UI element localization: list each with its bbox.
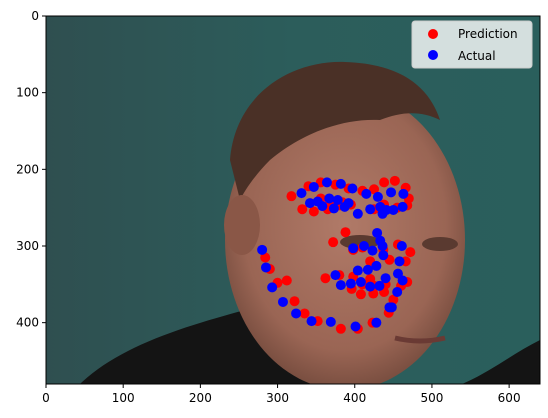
actual-point [386,187,397,198]
prediction-point [389,175,400,186]
prediction-point [388,294,399,305]
legend-box [411,20,533,69]
actual-point [348,243,359,254]
actual-point [380,273,391,284]
actual-point [325,316,336,327]
actual-point [277,296,288,307]
prediction-point [379,177,390,188]
y-tick-label: 200 [16,162,39,176]
actual-point [324,193,335,204]
actual-point [345,278,356,289]
actual-point [306,316,317,327]
actual-point [332,195,343,205]
actual-point [371,260,382,271]
y-tick-label: 300 [16,239,39,253]
actual-point [359,241,370,251]
actual-point [296,188,307,199]
prediction-point [320,273,331,284]
actual-point [365,281,376,292]
actual-point [397,275,408,286]
actual-point [378,250,389,261]
prediction-point [286,191,297,202]
x-tick-label: 300 [266,391,289,405]
actual-point [321,177,332,188]
actual-point [361,188,372,199]
actual-point [350,321,361,332]
actual-point [374,280,385,291]
actual-point [367,245,378,256]
prediction-point [281,275,292,286]
actual-point [291,308,302,319]
y-tick-label: 0 [31,9,39,23]
actual-point [371,317,382,328]
actual-point [396,241,407,251]
actual-point [328,203,339,214]
actual-point [330,270,341,281]
actual-point [372,227,383,238]
legend-label-actual: Actual [458,49,496,63]
prediction-point [328,237,339,248]
x-tick-label: 400 [343,391,366,405]
actual-point [339,201,350,212]
legend-marker-actual [428,50,438,60]
prediction-point [335,323,346,334]
actual-point [347,183,358,194]
x-tick-label: 500 [420,391,443,405]
plot-frame [45,15,541,385]
background-photo [46,16,540,384]
y-tick-label: 400 [16,316,39,330]
actual-point [381,204,392,215]
actual-point [386,302,397,313]
y-axis: 0 100 200 300 400 [16,9,46,330]
legend: Prediction Actual [411,20,533,69]
prediction-point [355,289,366,300]
actual-point [355,277,366,288]
actual-point [352,265,363,276]
prediction-point [299,308,310,319]
actual-point [388,204,399,215]
data-points [257,175,416,334]
actual-point [365,204,376,215]
actual-point [398,188,409,199]
actual-point [257,244,268,255]
prediction-point [297,204,308,215]
prediction-point [405,247,416,258]
actual-point [394,256,405,267]
x-tick-label: 100 [112,391,135,405]
prediction-point [260,252,271,263]
actual-point [308,181,319,192]
actual-point [335,178,346,189]
actual-point [362,264,373,275]
actual-point [335,280,346,291]
actual-point [372,191,383,202]
x-tick-label: 600 [498,391,521,405]
prediction-point [308,206,319,217]
y-tick-label: 100 [16,86,39,100]
prediction-point [369,184,380,195]
actual-point [267,282,278,293]
actual-point [260,262,271,273]
actual-point [352,208,363,219]
actual-point [304,198,315,209]
prediction-point [340,227,351,238]
actual-point [317,201,328,212]
x-tick-label: 200 [189,391,212,405]
actual-point [377,241,388,251]
legend-marker-prediction [428,29,438,39]
x-axis: 0 100 200 300 400 500 600 [42,384,521,405]
actual-point [397,201,408,212]
legend-label-prediction: Prediction [458,27,518,41]
x-tick-label: 0 [42,391,50,405]
actual-point [392,287,403,297]
prediction-point [289,296,300,307]
